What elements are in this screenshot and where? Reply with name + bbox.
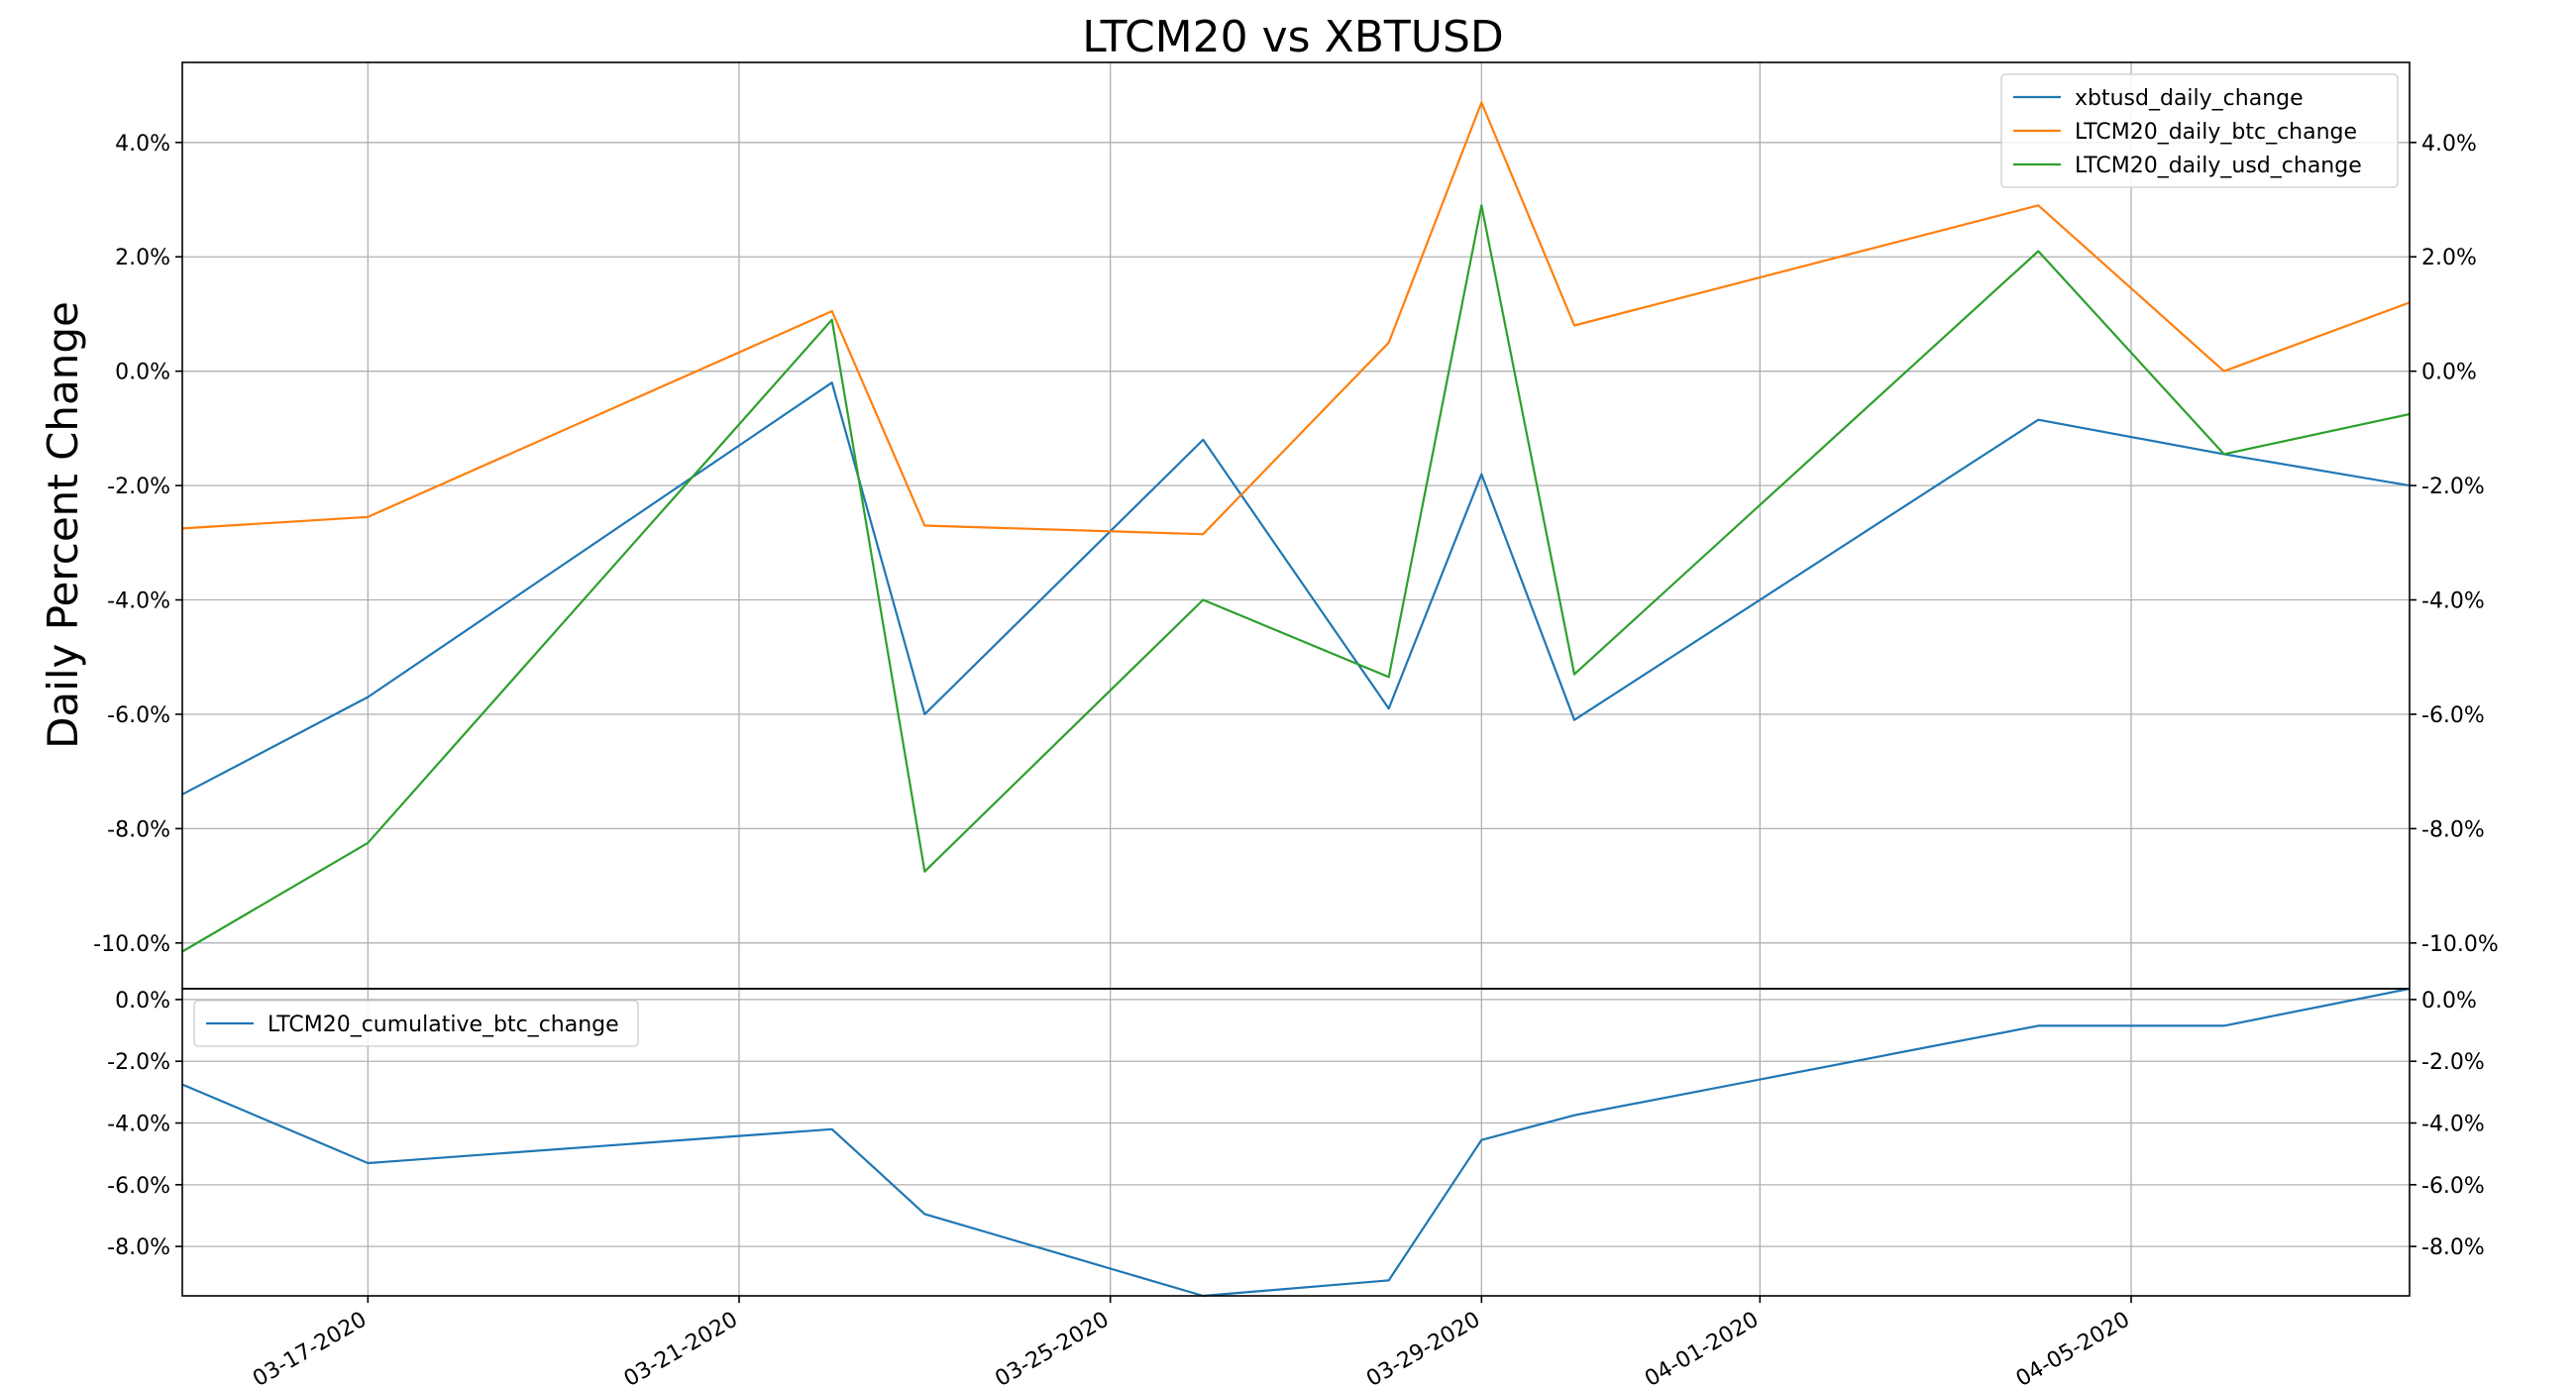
x-tick-label: 04-05-2020 [2012, 1308, 2134, 1387]
legend-label: LTCM20_cumulative_btc_change [268, 1013, 619, 1037]
y-axis-label: Daily Percent Change [39, 301, 87, 749]
y-tick-label-right: -2.0% [2421, 1050, 2485, 1075]
x-tick-label: 03-21-2020 [620, 1308, 742, 1387]
x-tick-label: 03-17-2020 [249, 1308, 371, 1387]
panel-2: 0.0% 0.0% -2.0% -2.0% -4.0% -4.0% -6.0% -6.0% -8… [107, 987, 2485, 1298]
y-tick-label-right: -10.0% [2421, 932, 2499, 957]
plot-frame [181, 988, 2411, 1297]
legend-box [193, 1000, 639, 1047]
y-tick-label-left: 2.0% [115, 246, 170, 270]
series-line-LTCM20_cumulative_btc_change [181, 987, 2411, 1298]
y-tick-label-left: -6.0% [107, 1174, 170, 1199]
x-tick-label: 03-29-2020 [1362, 1308, 1484, 1387]
y-tick-label-left: -2.0% [107, 475, 170, 499]
series-line-LTCM20_daily_btc_change [181, 101, 2411, 536]
legend-label: xbtusd_daily_change [2075, 86, 2304, 111]
y-tick-label-left: -8.0% [107, 817, 170, 842]
y-tick-label-left: 0.0% [115, 989, 170, 1014]
chart-title: LTCM20 vs XBTUSD [1082, 12, 1504, 62]
y-tick-label-right: -4.0% [2421, 1113, 2485, 1137]
y-tick-label-right: 0.0% [2421, 361, 2477, 385]
y-tick-label-left: -8.0% [107, 1235, 170, 1260]
y-tick-label-left: -4.0% [107, 1113, 170, 1137]
y-tick-label-right: -8.0% [2421, 817, 2485, 842]
series-line-LTCM20_daily_usd_change [181, 204, 2411, 953]
y-tick-label-right: -8.0% [2421, 1235, 2485, 1260]
y-tick-label-right: -6.0% [2421, 703, 2485, 728]
legend-box [2000, 73, 2399, 188]
y-tick-label-right: 0.0% [2421, 989, 2477, 1014]
legend: LTCM20_cumulative_btc_change [193, 1000, 639, 1047]
y-tick-label-left: -10.0% [93, 932, 170, 957]
y-tick-label-left: -4.0% [107, 589, 170, 614]
y-tick-label-right: -2.0% [2421, 475, 2485, 499]
x-tick-label: 04-01-2020 [1641, 1308, 1763, 1387]
y-tick-label-left: -6.0% [107, 703, 170, 728]
y-tick-label-left: 4.0% [115, 132, 170, 157]
plot-frame [181, 61, 2411, 990]
legend-label: LTCM20_daily_btc_change [2075, 120, 2357, 145]
y-tick-label-right: -6.0% [2421, 1174, 2485, 1199]
y-tick-label-left: -2.0% [107, 1050, 170, 1075]
y-tick-label-right: 4.0% [2421, 132, 2477, 157]
legend-label: LTCM20_daily_usd_change [2075, 154, 2362, 178]
y-tick-label-right: 2.0% [2421, 246, 2477, 270]
y-tick-label-right: -4.0% [2421, 589, 2485, 614]
series-line-xbtusd_daily_change [181, 381, 2411, 796]
legend: xbtusd_daily_change LTCM20_daily_btc_chan… [2000, 73, 2399, 188]
y-tick-label-left: 0.0% [115, 361, 170, 385]
x-tick-label: 03-25-2020 [991, 1308, 1113, 1387]
panel-1: 4.0% 4.0% 2.0% 2.0% 0.0% 0.0% -2.0% -2.0% -4.0% -… [93, 61, 2499, 990]
